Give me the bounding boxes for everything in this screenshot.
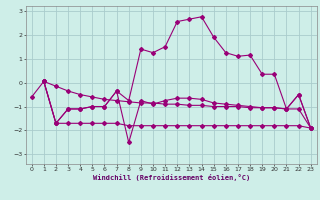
X-axis label: Windchill (Refroidissement éolien,°C): Windchill (Refroidissement éolien,°C) [92, 174, 250, 181]
